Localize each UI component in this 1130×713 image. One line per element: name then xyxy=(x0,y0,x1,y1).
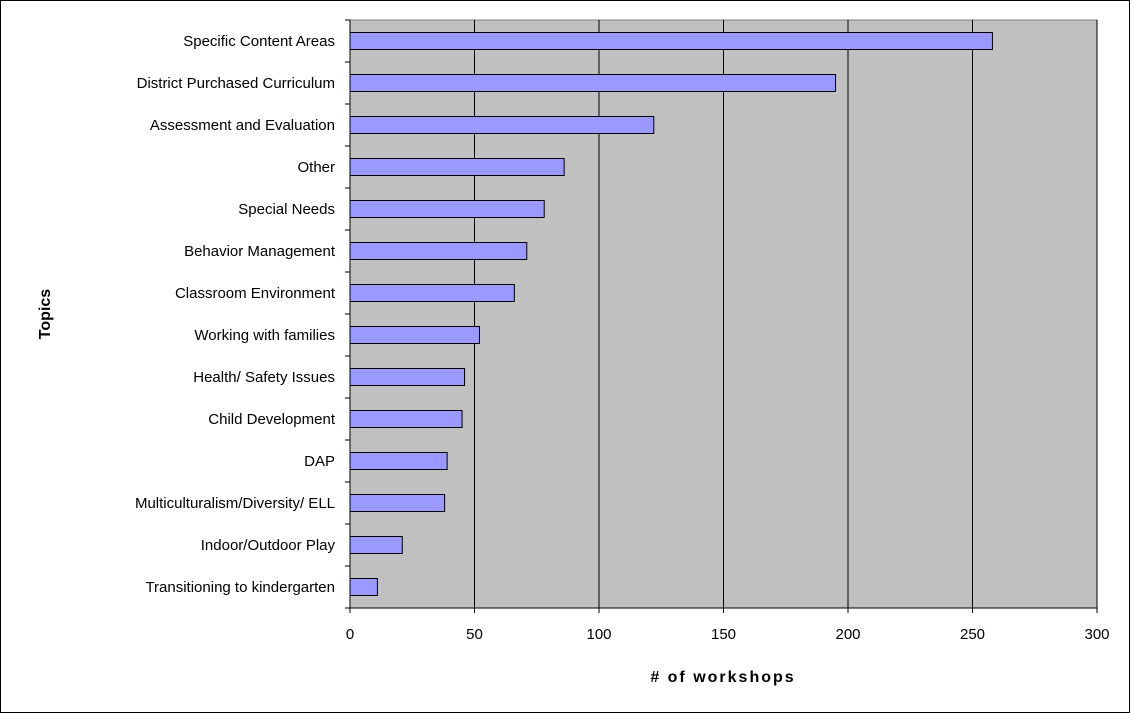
bar xyxy=(349,32,993,50)
bar xyxy=(349,578,378,596)
y-axis-title: Topics xyxy=(37,289,54,339)
category-label: Child Development xyxy=(208,411,336,428)
bar xyxy=(349,494,446,512)
x-tick-label: 200 xyxy=(835,626,860,643)
x-tick-label: 150 xyxy=(711,626,736,643)
category-label: Working with families xyxy=(194,327,335,344)
bar xyxy=(349,326,480,344)
bar xyxy=(349,74,837,92)
gridlines xyxy=(474,20,1098,608)
category-label: Classroom Environment xyxy=(175,285,336,302)
bars xyxy=(349,32,993,596)
tick-labels: 0 50 100 150 200 250 300 xyxy=(346,626,1110,643)
bar xyxy=(349,452,448,470)
category-label: Special Needs xyxy=(238,201,335,218)
bar xyxy=(349,536,403,554)
category-label: DAP xyxy=(304,453,335,470)
bar xyxy=(349,284,515,302)
bar xyxy=(349,242,528,260)
x-axis-title: # of workshops xyxy=(650,669,795,686)
x-tick-label: 250 xyxy=(960,626,985,643)
category-label: Health/ Safety Issues xyxy=(193,369,335,386)
bar xyxy=(349,410,463,428)
bar xyxy=(349,368,466,386)
category-label: Indoor/Outdoor Play xyxy=(201,537,336,554)
x-tick-label: 100 xyxy=(586,626,611,643)
axes xyxy=(345,19,1098,613)
category-label: Behavior Management xyxy=(184,243,336,260)
x-tick-label: 50 xyxy=(466,626,483,643)
x-tick-label: 0 xyxy=(346,626,354,643)
x-tick-label: 300 xyxy=(1084,626,1109,643)
category-label: District Purchased Curriculum xyxy=(137,75,335,92)
bar xyxy=(349,116,655,134)
category-label: Transitioning to kindergarten xyxy=(145,579,335,596)
category-label: Multiculturalism/Diversity/ ELL xyxy=(135,495,335,512)
category-labels: Specific Content Areas District Purchased… xyxy=(135,33,336,596)
category-label: Other xyxy=(297,159,335,176)
category-label: Assessment and Evaluation xyxy=(150,117,335,134)
bar xyxy=(349,158,565,176)
category-label: Specific Content Areas xyxy=(183,33,335,50)
bar xyxy=(349,200,545,218)
